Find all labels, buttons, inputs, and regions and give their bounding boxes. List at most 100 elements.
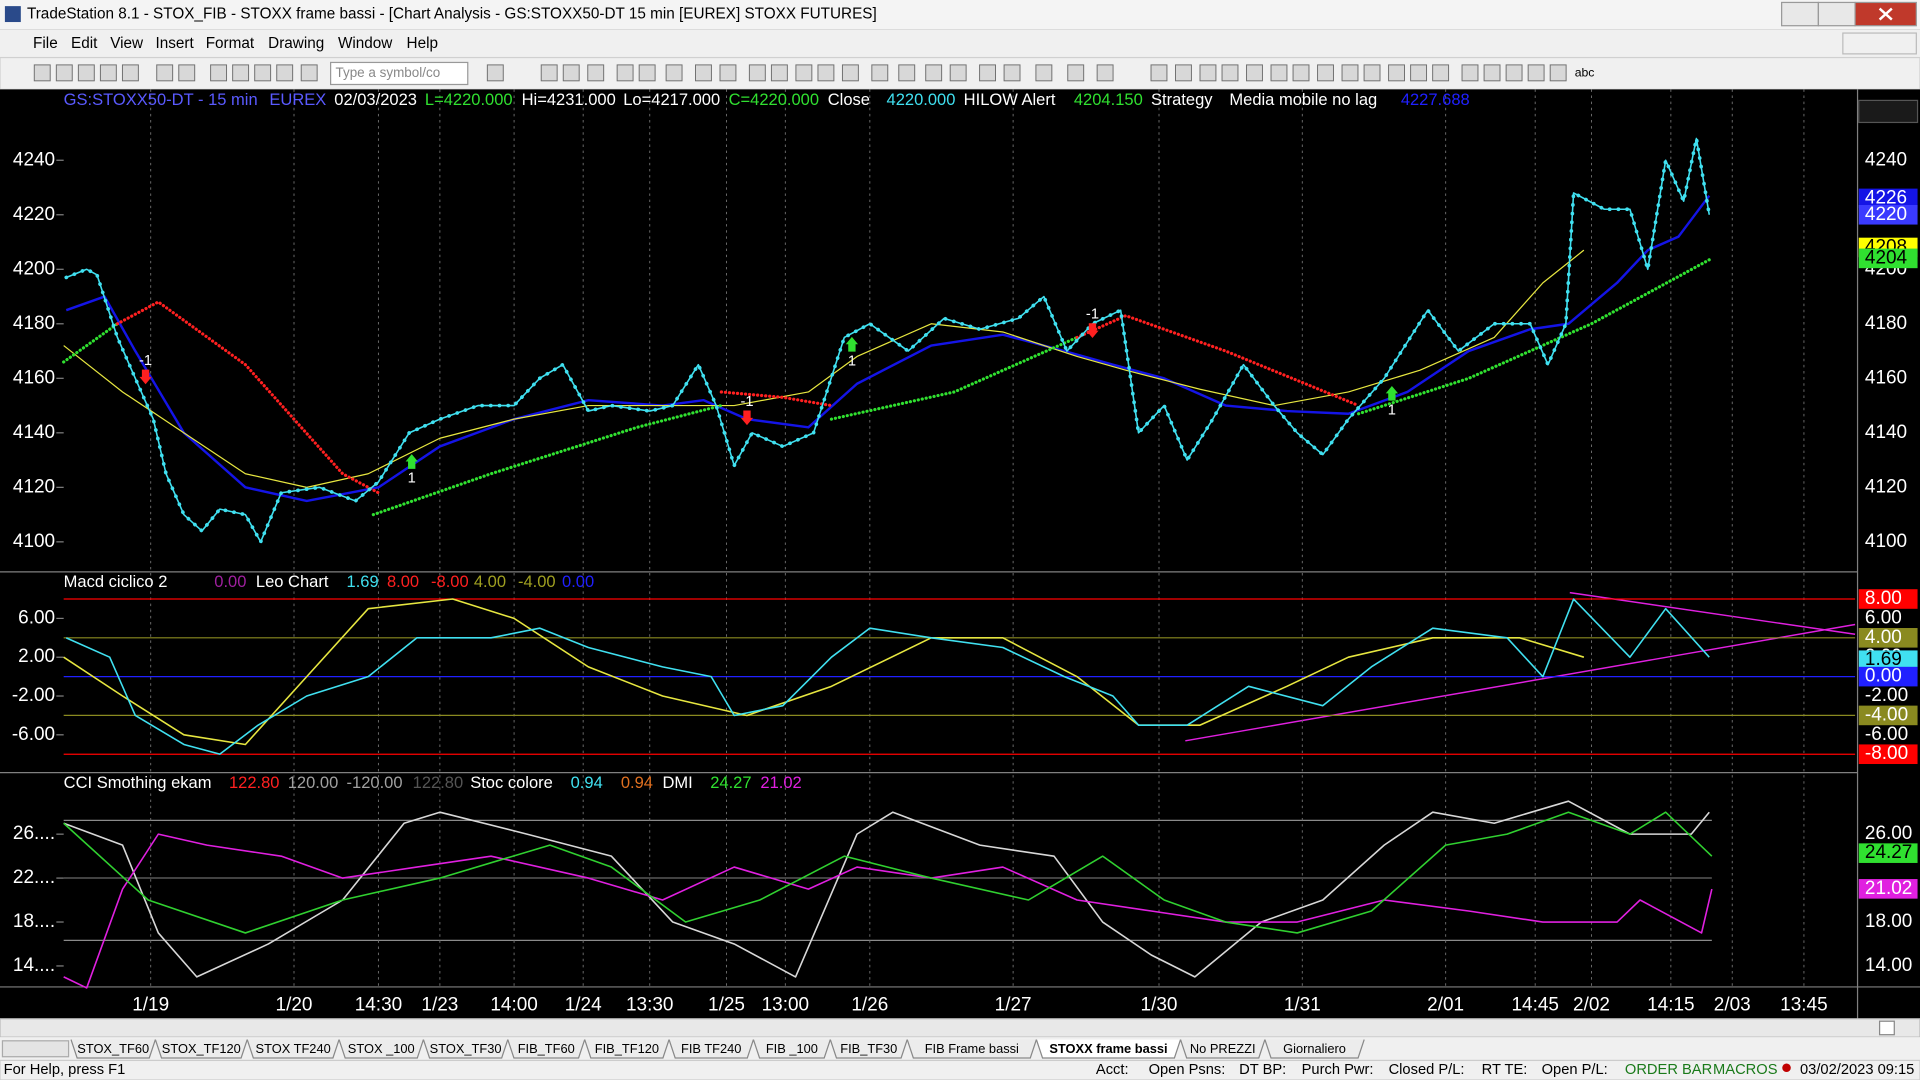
tab[interactable] (752, 1039, 831, 1059)
toolbar-button[interactable] (979, 64, 996, 82)
toolbar-button[interactable] (1292, 64, 1310, 82)
menu-item[interactable]: Help (407, 35, 438, 52)
header-item: 0.00 (562, 572, 594, 591)
toolbar-button[interactable] (1221, 64, 1239, 82)
scrollbar[interactable] (0, 1018, 1920, 1038)
toolbar-button[interactable] (1549, 64, 1567, 82)
y-tick-label: 4160 (13, 367, 55, 388)
scroll-thumb[interactable] (1878, 1020, 1895, 1036)
toolbar-button[interactable] (1410, 64, 1428, 82)
trend-line (1185, 623, 1856, 742)
toolbar-button[interactable] (300, 64, 318, 82)
toolbar-button[interactable] (770, 64, 788, 82)
toolbar-button[interactable] (817, 64, 835, 82)
value-box-label: 21.02 (1865, 878, 1912, 899)
toolbar-button[interactable] (748, 64, 766, 82)
window-title: TradeStation 8.1 - STOX_FIB - STOXX fram… (27, 6, 877, 23)
tab[interactable] (154, 1039, 248, 1059)
toolbar-button[interactable] (1527, 64, 1545, 82)
toolbar-button[interactable] (55, 64, 73, 82)
toolbar-button[interactable] (99, 64, 117, 82)
tab[interactable] (338, 1039, 425, 1059)
toolbar-button[interactable] (1150, 64, 1168, 82)
toolbar-button[interactable] (232, 64, 250, 82)
y-tick-label-right: 4100 (1865, 531, 1907, 552)
status-item: RT TE: (1482, 1062, 1528, 1078)
toolbar-button[interactable] (210, 64, 228, 82)
menu-item[interactable]: Window (338, 35, 393, 52)
toolbar-button[interactable] (1067, 64, 1085, 82)
menu-item[interactable]: Format (206, 35, 255, 52)
toolbar-button[interactable] (1035, 64, 1053, 82)
toolbar-button[interactable] (587, 64, 605, 82)
tab[interactable] (246, 1039, 340, 1059)
toolbar-button[interactable] (1461, 64, 1479, 82)
tab-label: FIB_TF60 (518, 1041, 575, 1056)
toolbar-button[interactable] (1003, 64, 1021, 82)
toolbar-button[interactable] (562, 64, 580, 82)
tab[interactable] (70, 1039, 156, 1059)
y-tick-label-right: 4180 (1865, 313, 1907, 334)
tab[interactable] (1264, 1039, 1365, 1059)
toolbar-button[interactable] (1317, 64, 1334, 82)
toolbar-button[interactable] (841, 64, 859, 82)
toolbar-button[interactable] (156, 64, 174, 82)
toolbar-button[interactable] (121, 64, 139, 82)
tab-nav[interactable] (1, 1040, 70, 1058)
menu-item[interactable]: Drawing (268, 35, 324, 52)
tab[interactable] (584, 1039, 670, 1059)
tab[interactable] (507, 1039, 586, 1059)
header-item: EUREX (269, 90, 326, 109)
toolbar-button[interactable] (540, 64, 558, 82)
toolbar-button[interactable] (665, 64, 683, 82)
menu-item[interactable]: File (33, 35, 58, 52)
toolbar-button[interactable] (178, 64, 196, 82)
toolbar-button[interactable] (1199, 64, 1217, 82)
toolbar-button[interactable] (719, 64, 737, 82)
toolbar-button[interactable] (1505, 64, 1523, 82)
toolbar-button[interactable] (33, 64, 51, 82)
toolbar-button[interactable] (695, 64, 712, 82)
header-item: HILOW Alert (964, 90, 1056, 109)
macros[interactable]: MACROS (1713, 1062, 1778, 1078)
toolbar-button[interactable] (254, 64, 272, 82)
tab[interactable] (906, 1039, 1037, 1059)
menu-item[interactable]: Insert (156, 35, 195, 52)
toolbar-icons (33, 64, 1567, 82)
toolbar-button[interactable] (949, 64, 967, 82)
toolbar-button[interactable] (1388, 64, 1405, 82)
panel-buttons[interactable] (1858, 99, 1919, 124)
minimize-button[interactable] (1781, 1, 1819, 27)
toolbar-button[interactable] (1483, 64, 1501, 82)
toolbar-button[interactable] (1246, 64, 1263, 82)
toolbar-button[interactable] (276, 64, 294, 82)
tab[interactable] (1179, 1039, 1266, 1059)
toolbar-button[interactable] (1096, 64, 1114, 82)
toolbar-button[interactable] (1432, 64, 1450, 82)
tab[interactable] (1035, 1039, 1182, 1059)
tab[interactable] (668, 1039, 755, 1059)
toolbar-button[interactable] (898, 64, 916, 82)
x-tick-label: 1/24 (565, 994, 602, 1015)
menu-item[interactable]: View (110, 35, 144, 52)
toolbar-button[interactable] (638, 64, 656, 82)
symbol-input[interactable] (330, 61, 469, 86)
menu-item[interactable]: Edit (71, 35, 98, 52)
toolbar-button[interactable] (616, 64, 634, 82)
text-tool[interactable]: abc (1575, 66, 1595, 80)
tab[interactable] (422, 1039, 509, 1059)
toolbar-button[interactable] (925, 64, 943, 82)
toolbar-button[interactable] (1363, 64, 1381, 82)
maximize-button[interactable] (1817, 1, 1856, 27)
toolbar-button[interactable] (1175, 64, 1192, 82)
toolbar-button[interactable] (1341, 64, 1359, 82)
tab[interactable] (829, 1039, 908, 1059)
tab-label: STOX_TF60 (77, 1041, 149, 1056)
toolbar-button[interactable] (871, 64, 889, 82)
order-bar[interactable]: ORDER BAR (1625, 1062, 1712, 1078)
mdi-buttons[interactable] (1842, 32, 1917, 55)
toolbar-button[interactable] (1270, 64, 1288, 82)
toolbar-button[interactable] (77, 64, 95, 82)
toolbar-button[interactable] (486, 64, 504, 82)
toolbar-button[interactable] (795, 64, 813, 82)
